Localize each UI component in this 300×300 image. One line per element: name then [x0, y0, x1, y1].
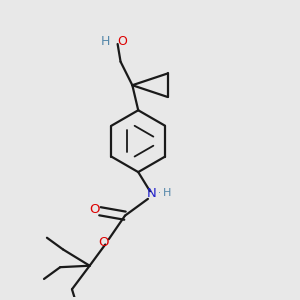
Text: H: H	[163, 188, 171, 198]
Text: ·: ·	[158, 188, 161, 198]
Text: O: O	[89, 203, 100, 216]
Text: O: O	[98, 236, 109, 249]
Text: O: O	[117, 34, 127, 48]
Text: H: H	[101, 34, 110, 48]
Text: N: N	[147, 187, 156, 200]
